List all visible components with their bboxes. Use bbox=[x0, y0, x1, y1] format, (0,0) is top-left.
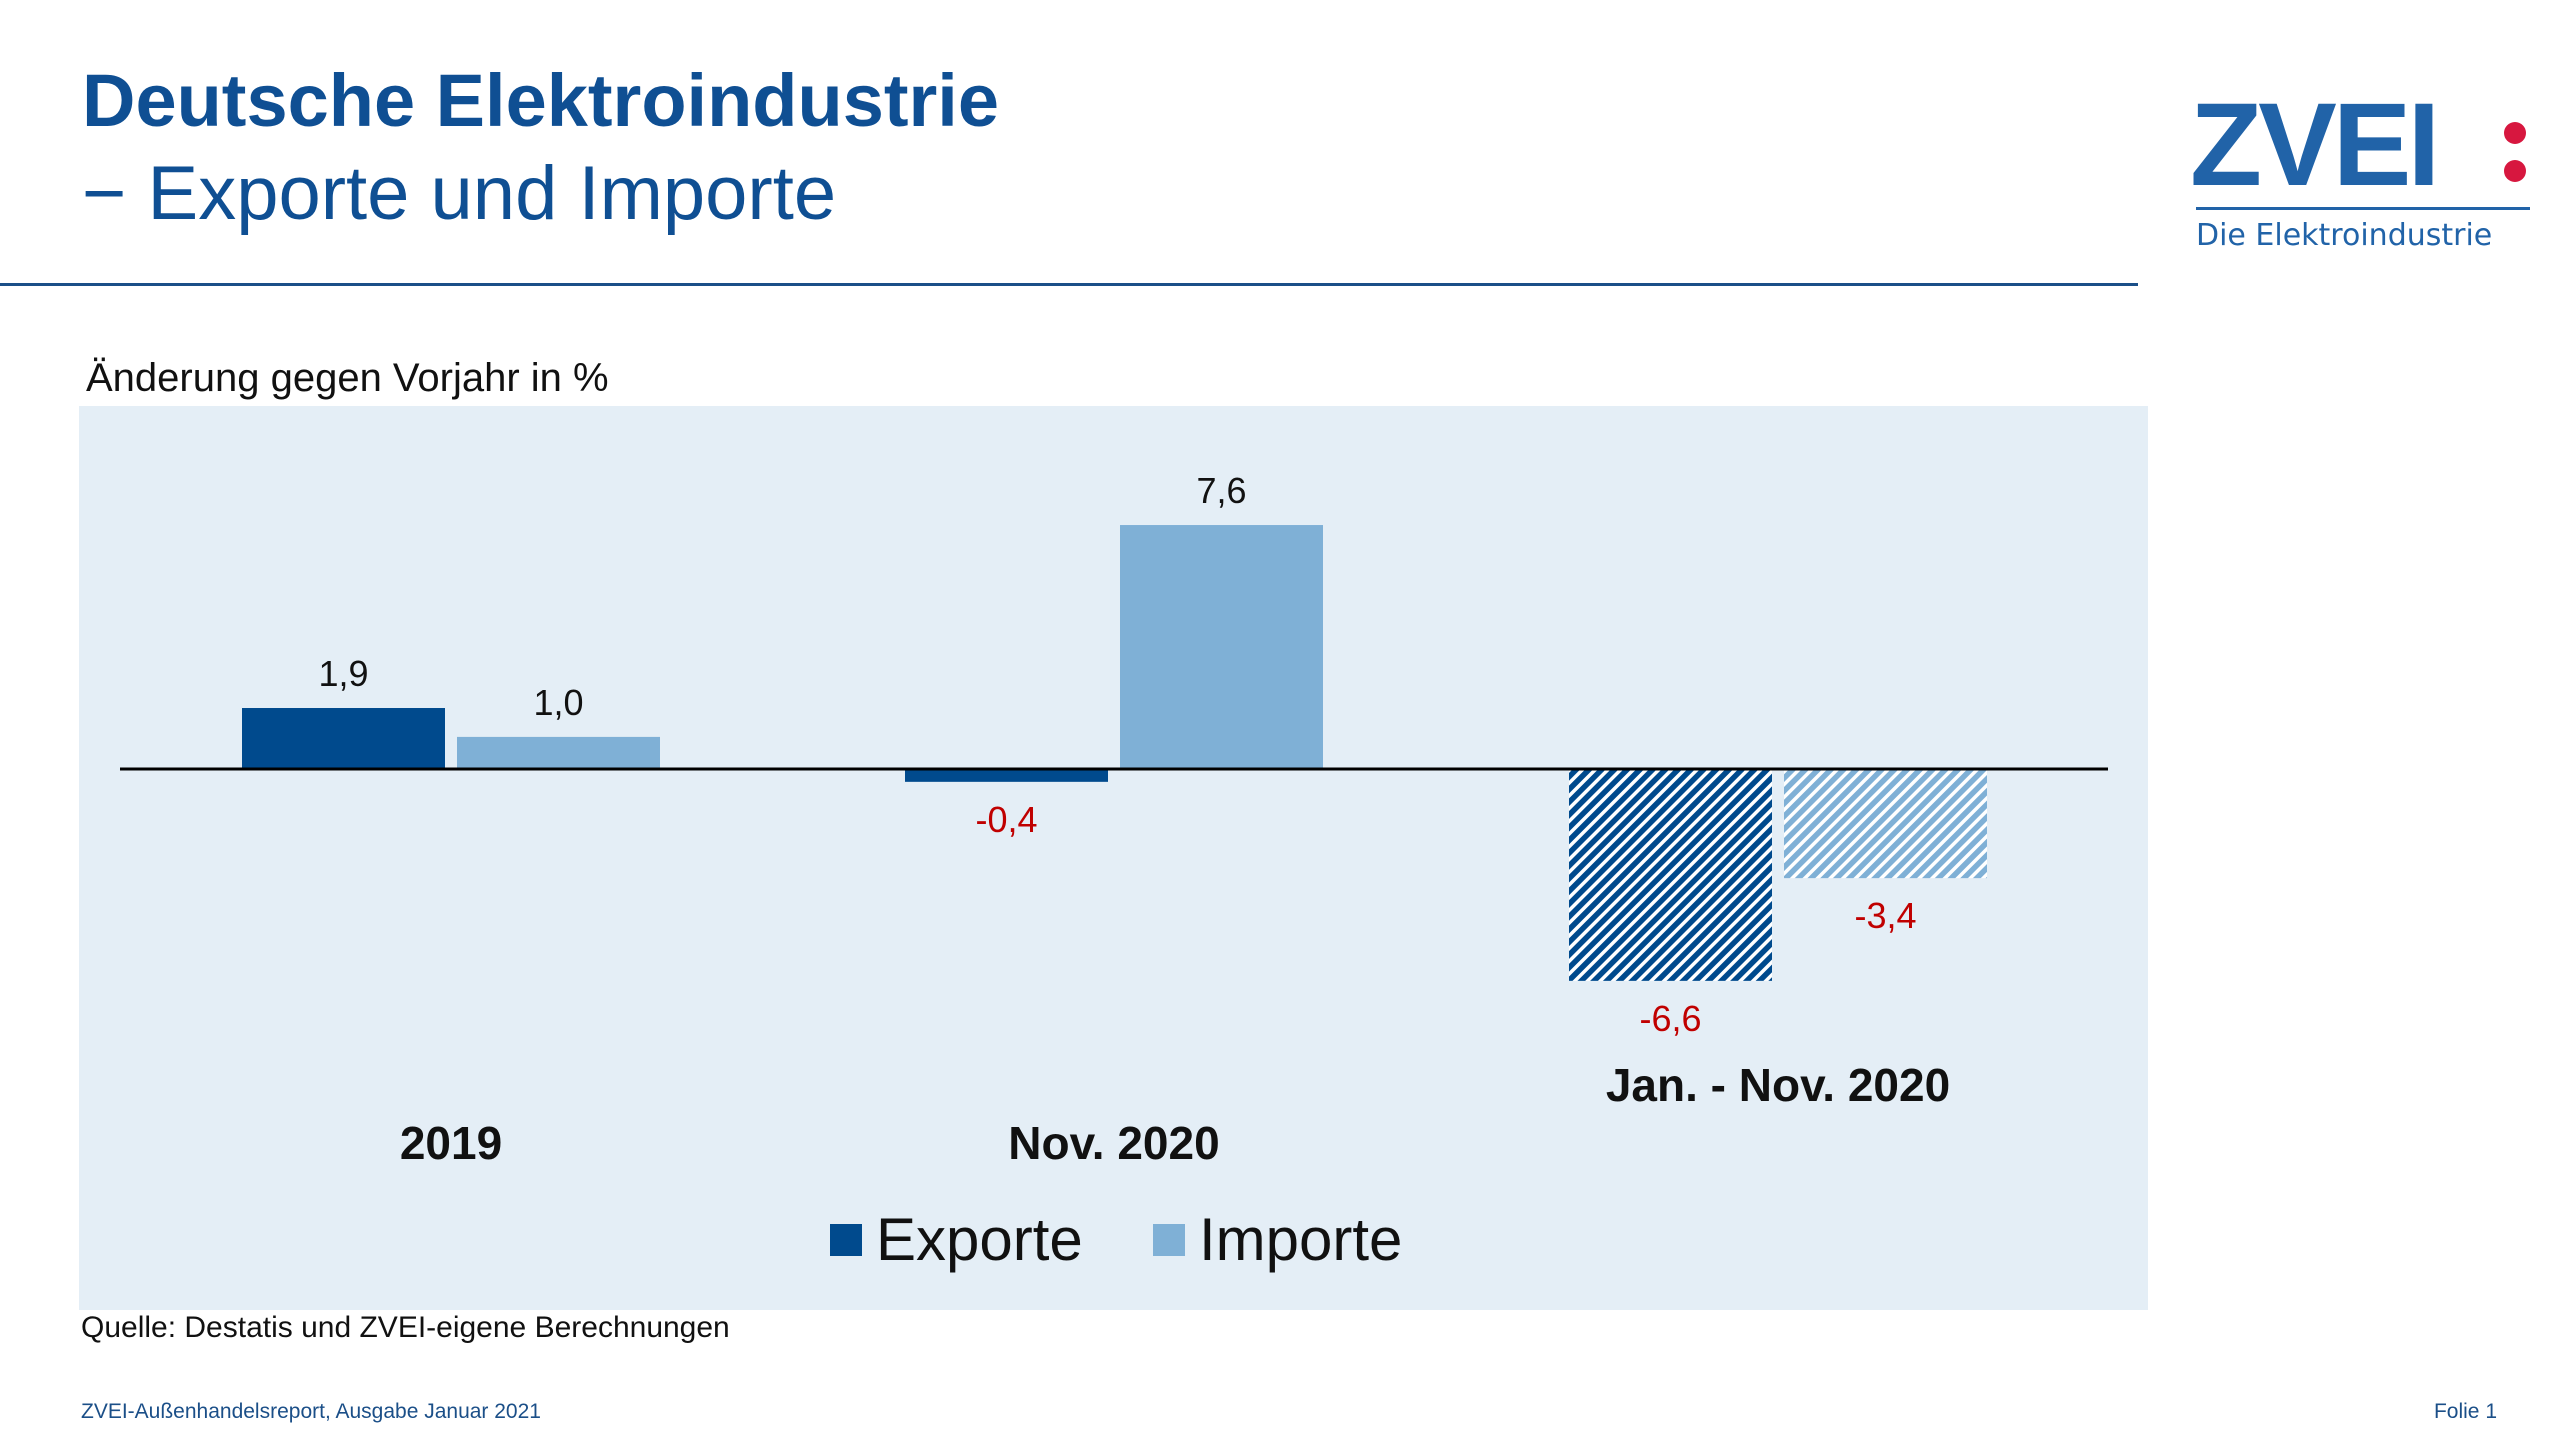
bar-importe bbox=[1784, 769, 1987, 879]
legend-swatch-exporte bbox=[830, 1223, 862, 1256]
legend-label: Importe bbox=[1199, 1206, 1403, 1273]
bar-importe bbox=[457, 736, 660, 769]
bar-exporte bbox=[242, 708, 445, 769]
footer-page-number: Folie 1 bbox=[2433, 1400, 2497, 1423]
legend-label: Exporte bbox=[876, 1206, 1083, 1273]
zvei-logo: ZVEI Die Elektroindustrie bbox=[2190, 85, 2530, 253]
bar-importe bbox=[1120, 525, 1323, 769]
legend: Exporte Importe bbox=[0, 1205, 2560, 1275]
footer-left: ZVEI-Außenhandelsreport, Ausgabe Januar … bbox=[81, 1400, 541, 1423]
legend-item-exporte: Exporte bbox=[830, 1205, 1083, 1274]
data-label: 7,6 bbox=[1196, 470, 1246, 511]
data-label: 1,9 bbox=[318, 653, 368, 694]
data-label: 1,0 bbox=[533, 682, 583, 723]
source-note: Quelle: Destatis und ZVEI-eigene Berechn… bbox=[81, 1311, 730, 1344]
category-label: Nov. 2020 bbox=[1008, 1117, 1219, 1169]
bar-exporte bbox=[905, 769, 1108, 782]
page-title: Deutsche Elektroindustrie bbox=[82, 59, 1000, 142]
y-axis-label: Änderung gegen Vorjahr in % bbox=[86, 356, 609, 400]
header-divider bbox=[0, 283, 2138, 286]
category-label: 2019 bbox=[400, 1117, 502, 1169]
legend-item-importe: Importe bbox=[1153, 1205, 1402, 1274]
data-label: -3,4 bbox=[1854, 895, 1916, 936]
page-subtitle: − Exporte und Importe bbox=[82, 151, 837, 236]
data-label: -6,6 bbox=[1639, 998, 1701, 1039]
svg-text:Die Elektroindustrie: Die Elektroindustrie bbox=[2196, 218, 2492, 253]
bar-exporte bbox=[1569, 769, 1772, 981]
data-label: -0,4 bbox=[975, 799, 1037, 840]
svg-text:ZVEI: ZVEI bbox=[2190, 85, 2436, 211]
legend-swatch-importe bbox=[1153, 1223, 1185, 1256]
category-label: Jan. - Nov. 2020 bbox=[1606, 1059, 1950, 1111]
